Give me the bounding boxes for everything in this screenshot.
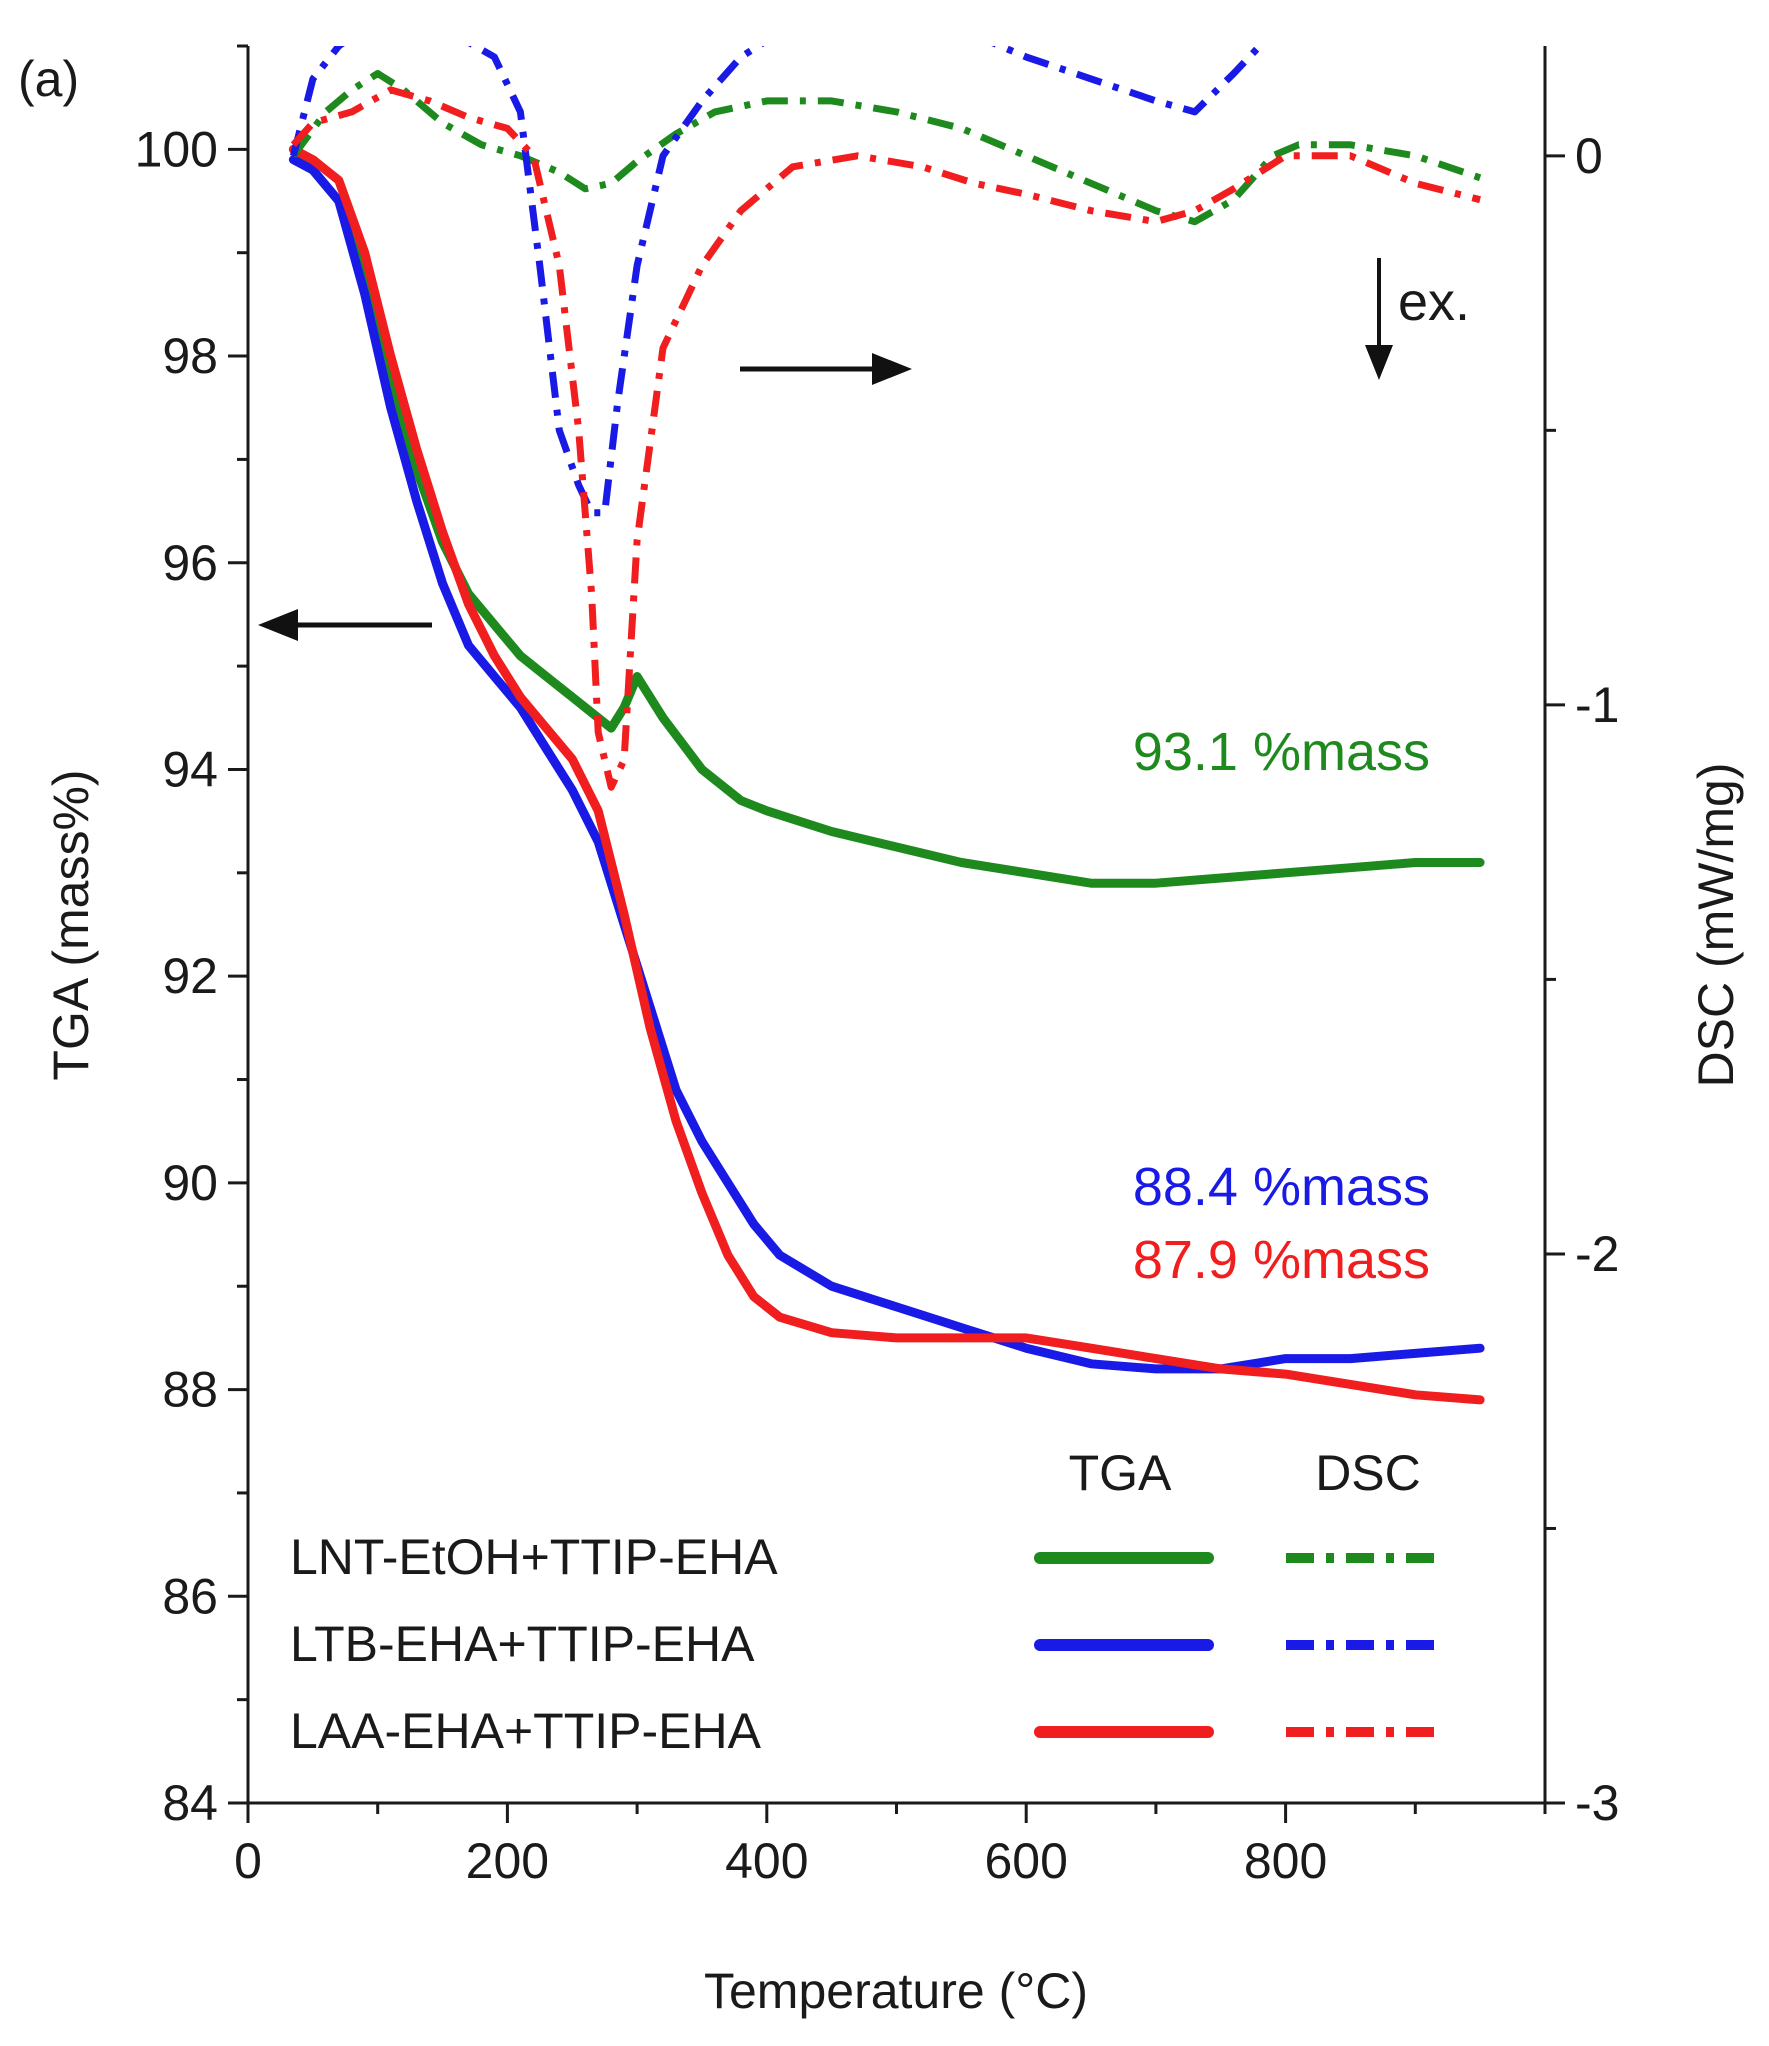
tga-line-laa [288, 144, 1485, 1405]
left-y-tick-label: 94 [162, 741, 218, 797]
legend-header-tga: TGA [1069, 1445, 1172, 1501]
left-y-tick-label: 88 [162, 1362, 218, 1418]
left-y-tick-label: 84 [162, 1775, 218, 1831]
left-y-axis-ticks: 84 86 88 90 92 94 96 98 100 [135, 44, 248, 1831]
panel-label: (a) [18, 51, 79, 107]
x-tick-label: 200 [466, 1833, 549, 1889]
x-tick-label: 0 [234, 1833, 262, 1889]
dsc-line-ltb [290, 46, 1263, 517]
legend-header-dsc: DSC [1315, 1445, 1421, 1501]
tga-line-lnt [288, 144, 1485, 888]
x-tick-label: 800 [1244, 1833, 1327, 1889]
right-y-axis-ticks: -3 -2 -1 0 [1545, 128, 1619, 1831]
left-axis-arrow [258, 609, 432, 641]
series-layer [288, 46, 1485, 1405]
blue-final-mass-label: 88.4 %mass [1133, 1157, 1430, 1217]
right-y-tick-label: -2 [1575, 1226, 1619, 1282]
dsc-line-laa [290, 86, 1481, 791]
x-tick-label: 600 [984, 1833, 1067, 1889]
dsc-line-lnt [290, 70, 1482, 226]
x-axis-title: Temperature (°C) [704, 1963, 1088, 2019]
left-y-tick-label: 98 [162, 328, 218, 384]
right-y-tick-label: 0 [1575, 128, 1603, 184]
tga-line-ltb [288, 155, 1485, 1374]
exothermic-label: ex. [1398, 272, 1470, 332]
legend-label-lnt: LNT-EtOH+TTIP-EHA [290, 1529, 778, 1585]
right-axis-arrow [740, 353, 912, 385]
left-y-tick-label: 92 [162, 948, 218, 1004]
left-y-tick-label: 96 [162, 535, 218, 591]
green-final-mass-label: 93.1 %mass [1133, 722, 1430, 782]
right-y-axis-title: DSC (mW/mg) [1688, 763, 1744, 1088]
left-y-tick-label: 90 [162, 1155, 218, 1211]
red-final-mass-label: 87.9 %mass [1133, 1230, 1430, 1290]
right-y-tick-label: -3 [1575, 1775, 1619, 1831]
right-y-tick-label: -1 [1575, 677, 1619, 733]
left-y-tick-label: 86 [162, 1568, 218, 1624]
legend-label-laa: LAA-EHA+TTIP-EHA [290, 1703, 762, 1759]
x-tick-label: 400 [725, 1833, 808, 1889]
legend-label-ltb: LTB-EHA+TTIP-EHA [290, 1616, 755, 1672]
exothermic-arrow [1365, 258, 1393, 380]
x-axis-ticks: 0 200 400 600 800 [234, 1803, 1547, 1889]
left-y-axis-title: TGA (mass%) [43, 769, 99, 1080]
left-y-tick-label: 100 [135, 121, 218, 177]
legend: TGA DSC LNT-EtOH+TTIP-EHA LTB-EHA+TTIP-E… [290, 1445, 1440, 1759]
